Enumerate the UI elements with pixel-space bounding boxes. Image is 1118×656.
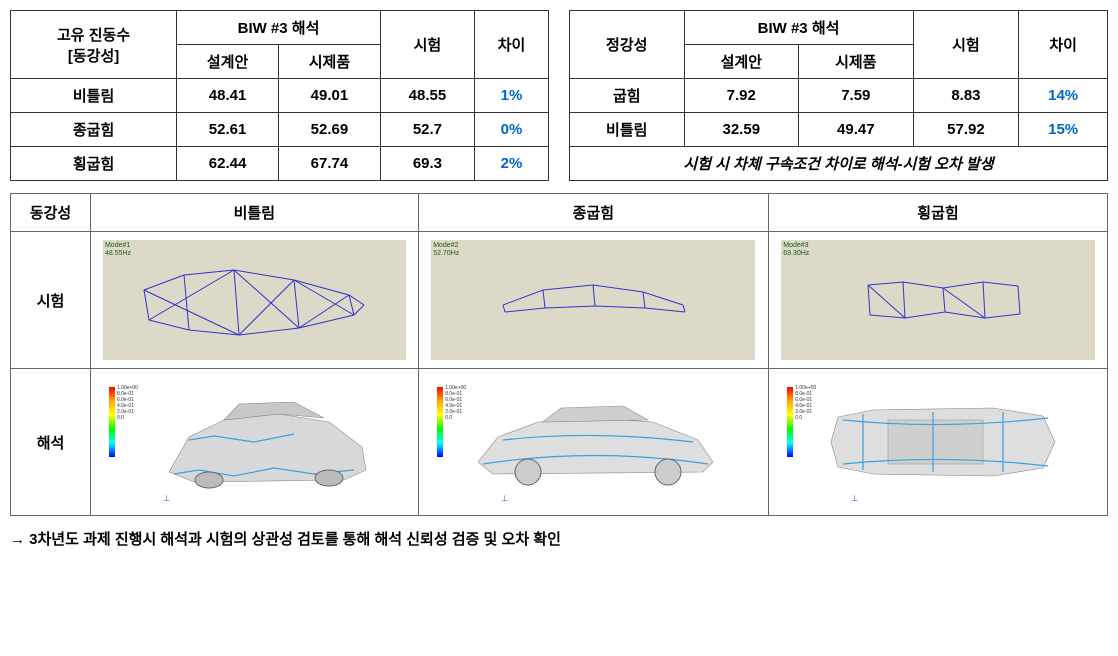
t1-r0-diff: 1% bbox=[474, 79, 548, 113]
t1-header-diff: 차이 bbox=[474, 11, 548, 79]
legend-text: 1.00e+008.0e-016.0e-014.0e-012.0e-010.0 bbox=[117, 385, 138, 421]
t1-r2-label: 횡굽힘 bbox=[11, 147, 177, 181]
natural-frequency-table: 고유 진동수 [동강성] BIW #3 해석 시험 차이 설계안 시제품 비틀림… bbox=[10, 10, 549, 181]
t2-r1-diff: 15% bbox=[1019, 113, 1108, 147]
t2-header-proto: 시제품 bbox=[799, 45, 914, 79]
wireframe-vbend-cell: Mode#252.70Hz bbox=[418, 232, 768, 369]
wireframe-label-icon: Mode#369.30Hz bbox=[783, 242, 809, 257]
t1-r2-test: 69.3 bbox=[380, 147, 474, 181]
wireframe-torsion-svg bbox=[124, 250, 384, 350]
render-hbend: 1.00e+008.0e-016.0e-014.0e-012.0e-010.0 bbox=[781, 377, 1095, 507]
t2-r0-proto: 7.59 bbox=[799, 79, 914, 113]
t2-r0-design: 7.92 bbox=[684, 79, 799, 113]
color-legend-icon bbox=[109, 387, 115, 457]
legend-text: 1.00e+008.0e-016.0e-014.0e-012.0e-010.0 bbox=[445, 385, 466, 421]
t2-r1-proto: 49.47 bbox=[799, 113, 914, 147]
t2-r0-diff: 14% bbox=[1019, 79, 1108, 113]
wireframe-label-icon: Mode#148.55Hz bbox=[105, 242, 131, 257]
footer-note: → 3차년도 과제 진행시 해석과 시험의 상관성 검토를 통해 해석 신뢰성 … bbox=[10, 524, 1108, 553]
t1-r0-test: 48.55 bbox=[380, 79, 474, 113]
car-iso-svg bbox=[114, 382, 394, 502]
t2-header-main: 정강성 bbox=[570, 11, 685, 79]
t2-r1-label: 비틀림 bbox=[570, 113, 685, 147]
t1-r1-design: 52.61 bbox=[177, 113, 279, 147]
table-note-row: 시험 시 차체 구속조건 차이로 해석-시험 오차 발생 bbox=[570, 147, 1108, 181]
modes-col1: 종굽힘 bbox=[418, 194, 768, 232]
t1-r2-proto: 67.74 bbox=[279, 147, 381, 181]
modes-corner: 동강성 bbox=[11, 194, 91, 232]
t1-header-biw: BIW #3 해석 bbox=[177, 11, 381, 45]
wireframe-hbend-cell: Mode#369.30Hz bbox=[768, 232, 1107, 369]
render-vbend: 1.00e+008.0e-016.0e-014.0e-012.0e-010.0 … bbox=[431, 377, 755, 507]
table-row: 비틀림 32.59 49.47 57.92 15% bbox=[570, 113, 1108, 147]
t1-r1-label: 종굽힘 bbox=[11, 113, 177, 147]
t1-header-design: 설계안 bbox=[177, 45, 279, 79]
car-top-svg bbox=[793, 382, 1083, 502]
color-legend-icon bbox=[437, 387, 443, 457]
table-row: 굽힘 7.92 7.59 8.83 14% bbox=[570, 79, 1108, 113]
wireframe-vbend-svg bbox=[463, 250, 723, 350]
wireframe-torsion: Mode#148.55Hz bbox=[103, 240, 406, 360]
render-hbend-cell: 1.00e+008.0e-016.0e-014.0e-012.0e-010.0 bbox=[768, 369, 1107, 516]
t1-r0-design: 48.41 bbox=[177, 79, 279, 113]
t1-r0-label: 비틀림 bbox=[11, 79, 177, 113]
axis-icon: ⊥ bbox=[851, 494, 858, 503]
wireframe-hbend-svg bbox=[808, 250, 1068, 350]
modes-col0: 비틀림 bbox=[91, 194, 419, 232]
legend-text: 1.00e+008.0e-016.0e-014.0e-012.0e-010.0 bbox=[795, 385, 816, 421]
t1-header-test: 시험 bbox=[380, 11, 474, 79]
modes-row0-label: 시험 bbox=[11, 232, 91, 369]
wireframe-hbend: Mode#369.30Hz bbox=[781, 240, 1095, 360]
t2-header-design: 설계안 bbox=[684, 45, 799, 79]
render-torsion: 1.00e+008.0e-016.0e-014.0e-012.0e-010.0 … bbox=[103, 377, 406, 507]
t2-header-test: 시험 bbox=[913, 11, 1019, 79]
wireframe-torsion-cell: Mode#148.55Hz bbox=[91, 232, 419, 369]
render-torsion-cell: 1.00e+008.0e-016.0e-014.0e-012.0e-010.0 … bbox=[91, 369, 419, 516]
table-row: 종굽힘 52.61 52.69 52.7 0% bbox=[11, 113, 549, 147]
t2-r0-label: 굽힘 bbox=[570, 79, 685, 113]
wireframe-label-icon: Mode#252.70Hz bbox=[433, 242, 459, 257]
color-legend-icon bbox=[787, 387, 793, 457]
axis-icon: ⊥ bbox=[501, 494, 508, 503]
t2-r0-test: 8.83 bbox=[913, 79, 1019, 113]
t1-header-proto: 시제품 bbox=[279, 45, 381, 79]
wireframe-vbend: Mode#252.70Hz bbox=[431, 240, 755, 360]
t2-r1-test: 57.92 bbox=[913, 113, 1019, 147]
table-row: 횡굽힘 62.44 67.74 69.3 2% bbox=[11, 147, 549, 181]
analysis-row: 해석 1.00e+008.0e-016.0e-014.0e-012.0e-010… bbox=[11, 369, 1108, 516]
t1-r1-diff: 0% bbox=[474, 113, 548, 147]
modes-row1-label: 해석 bbox=[11, 369, 91, 516]
axis-icon: ⊥ bbox=[163, 494, 170, 503]
t1-header-main: 고유 진동수 [동강성] bbox=[11, 11, 177, 79]
t1-r1-test: 52.7 bbox=[380, 113, 474, 147]
car-side-svg bbox=[443, 382, 743, 502]
static-stiffness-table: 정강성 BIW #3 해석 시험 차이 설계안 시제품 굽힘 7.92 7.59… bbox=[569, 10, 1108, 181]
t2-header-biw: BIW #3 해석 bbox=[684, 11, 913, 45]
t1-r0-proto: 49.01 bbox=[279, 79, 381, 113]
mode-shapes-table: 동강성 비틀림 종굽힘 횡굽힘 시험 Mode#148.55Hz bbox=[10, 193, 1108, 516]
t2-header-diff: 차이 bbox=[1019, 11, 1108, 79]
table-row: 비틀림 48.41 49.01 48.55 1% bbox=[11, 79, 549, 113]
test-row: 시험 Mode#148.55Hz bbox=[11, 232, 1108, 369]
t1-r2-diff: 2% bbox=[474, 147, 548, 181]
t2-r1-design: 32.59 bbox=[684, 113, 799, 147]
t1-r1-proto: 52.69 bbox=[279, 113, 381, 147]
t1-r2-design: 62.44 bbox=[177, 147, 279, 181]
modes-col2: 횡굽힘 bbox=[768, 194, 1107, 232]
t2-note: 시험 시 차체 구속조건 차이로 해석-시험 오차 발생 bbox=[570, 147, 1108, 181]
render-vbend-cell: 1.00e+008.0e-016.0e-014.0e-012.0e-010.0 … bbox=[418, 369, 768, 516]
